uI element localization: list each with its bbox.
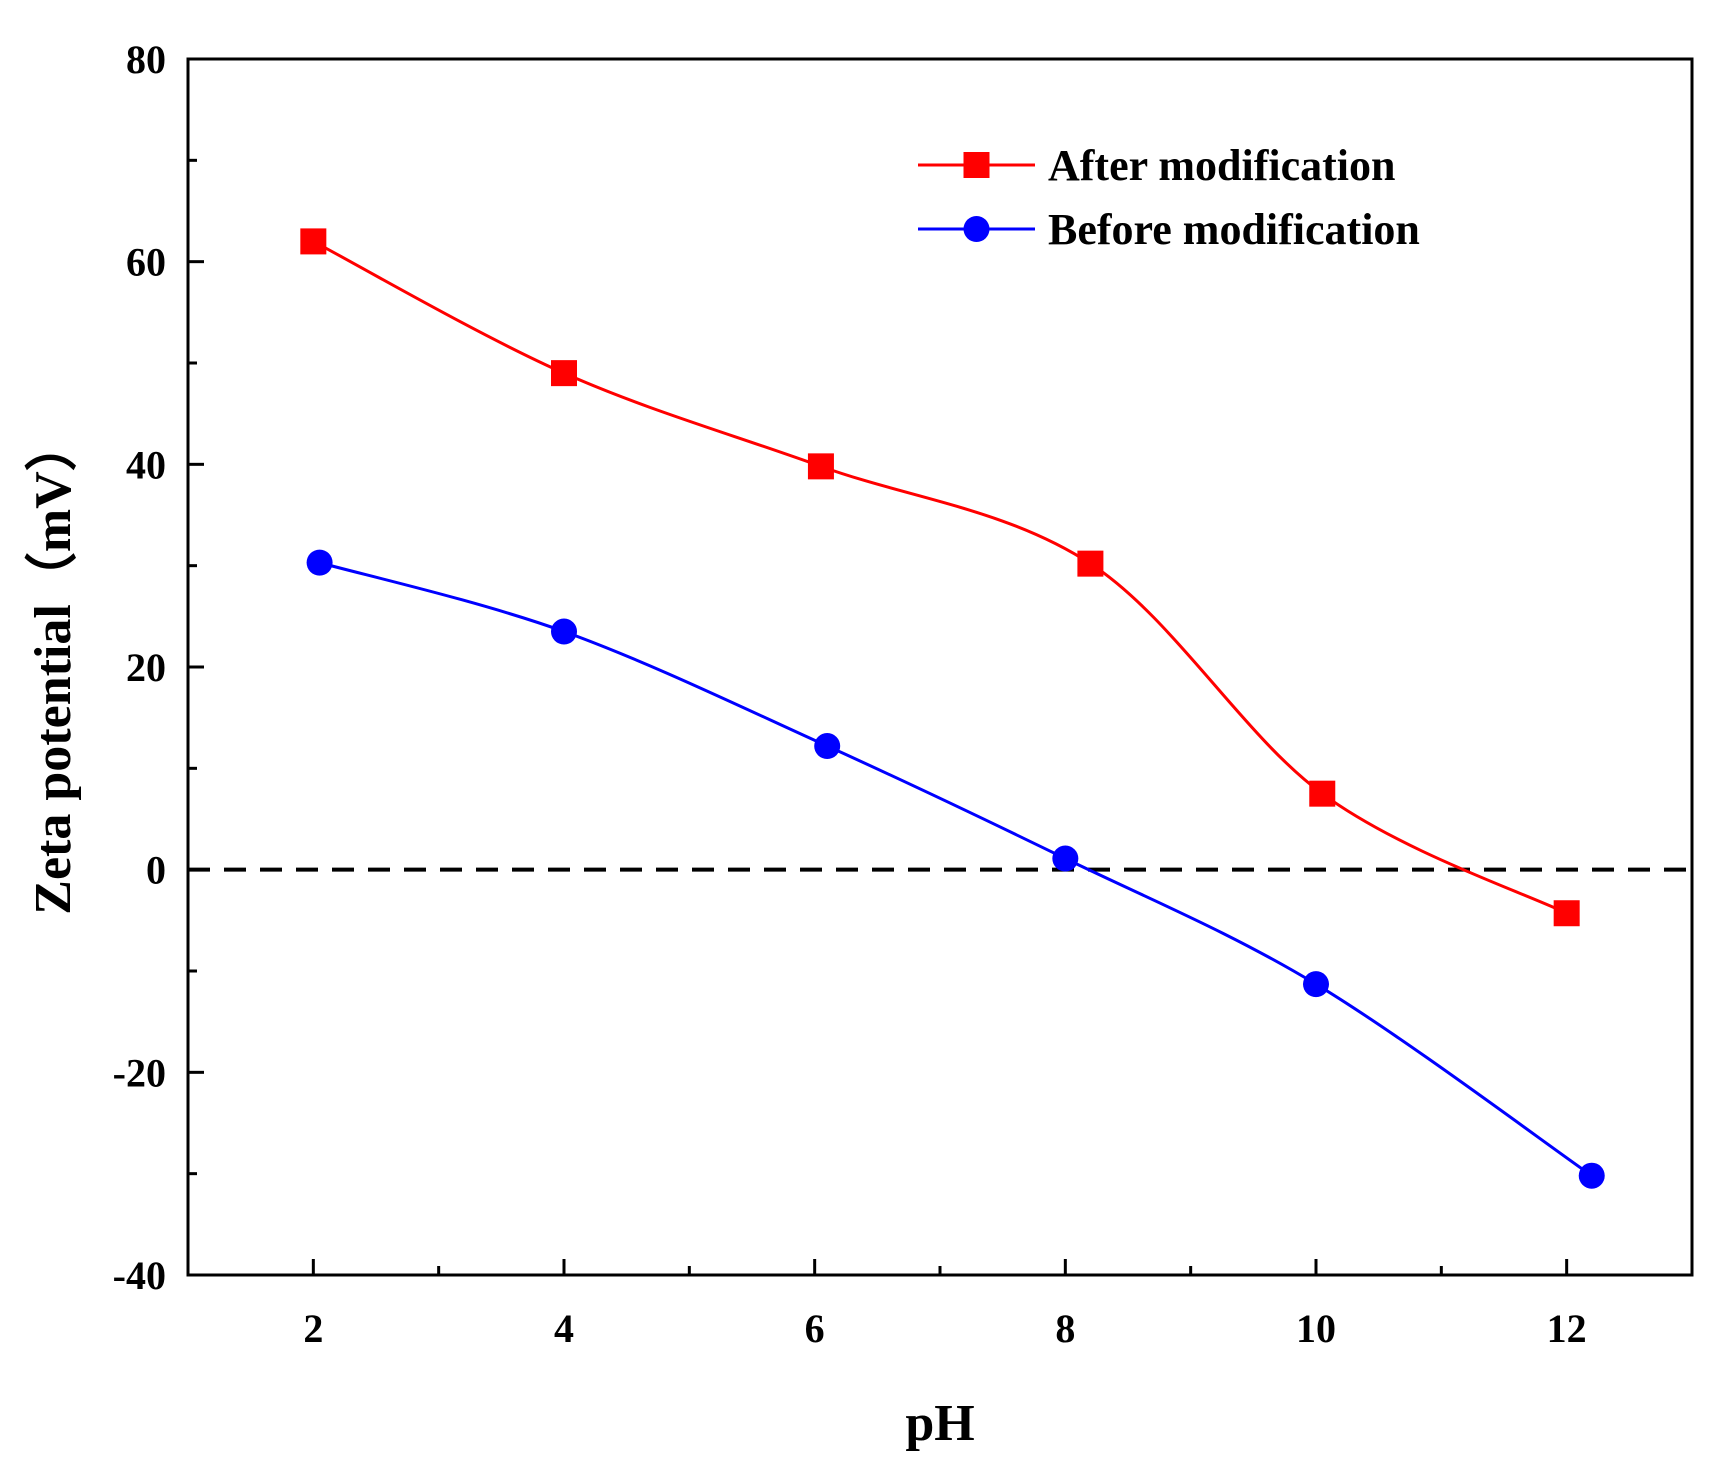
y-tick-label: 40 [126, 442, 166, 487]
x-tick-label: 12 [1547, 1306, 1587, 1351]
legend-after-modification-marker [963, 152, 990, 178]
y-tick-label: 20 [126, 645, 166, 690]
y-tick-label: 0 [146, 848, 166, 893]
y-tick-label: -20 [113, 1050, 166, 1095]
x-tick-label: 6 [805, 1306, 825, 1351]
ticks-layer: 2 4 6 8 10 12 -40 -20 0 20 40 60 80 [113, 37, 1587, 1351]
x-tick-label: 4 [554, 1306, 574, 1351]
legend: After modification Before modification [918, 141, 1420, 254]
before-modification-point [306, 549, 333, 576]
plot-frame [186, 57, 1694, 1277]
before-modification-point [1578, 1162, 1605, 1189]
legend-after-modification-label: After modification [1048, 141, 1395, 190]
before-modification-point [551, 618, 577, 645]
before-modification-point [814, 733, 841, 760]
y-tick-label: 60 [126, 240, 166, 285]
x-axis-title: pH [905, 1395, 974, 1452]
after-modification-point [807, 453, 834, 480]
legend-before-modification-label: Before modification [1048, 205, 1420, 254]
y-tick-label: 80 [126, 37, 166, 82]
x-tick-label: 8 [1055, 1306, 1075, 1351]
before-modification-line [319, 561, 1593, 1177]
after-modification-line [312, 240, 1568, 915]
x-tick-label: 10 [1296, 1306, 1336, 1351]
after-modification-point [551, 360, 577, 387]
after-modification-point [1309, 780, 1336, 807]
before-modification-point [1052, 845, 1079, 872]
legend-before-modification-marker [963, 216, 990, 242]
y-tick-label: -40 [113, 1253, 166, 1298]
after-modification-point [1077, 550, 1104, 577]
before-modification-point [1303, 971, 1329, 998]
y-axis-title: Zeta potential（mV） [24, 419, 82, 914]
after-modification-point [300, 228, 327, 255]
after-modification-point [1553, 900, 1580, 927]
series-layer [188, 228, 1692, 1189]
x-tick-label: 2 [303, 1306, 323, 1351]
